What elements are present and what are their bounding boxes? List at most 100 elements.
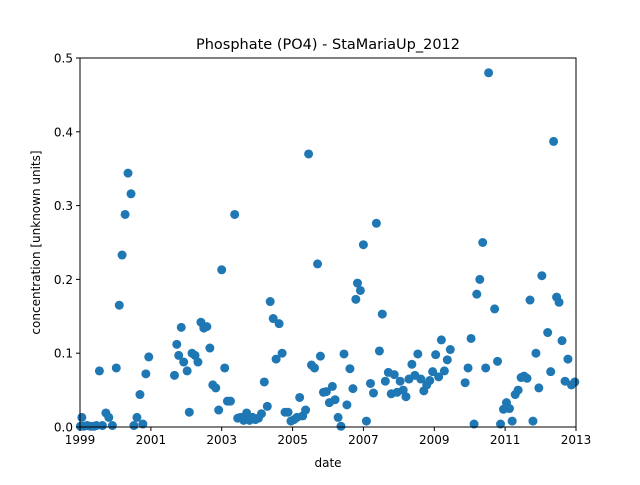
data-point	[528, 416, 538, 426]
data-point	[371, 218, 381, 228]
data-point	[531, 348, 541, 358]
x-tick-label: 2003	[206, 433, 237, 447]
y-tick-label: 0.3	[54, 199, 73, 213]
data-point	[277, 348, 287, 358]
data-point	[368, 388, 378, 398]
data-point	[295, 392, 305, 402]
data-point	[413, 349, 423, 359]
data-point	[355, 285, 365, 295]
data-point	[141, 369, 151, 379]
data-point	[205, 343, 215, 353]
chart-title: Phosphate (PO4) - StaMariaUp_2012	[196, 37, 460, 53]
data-point	[507, 416, 517, 426]
data-point	[262, 401, 272, 411]
data-point	[377, 309, 387, 319]
data-point	[442, 355, 452, 365]
data-point	[172, 339, 182, 349]
data-point	[469, 419, 479, 429]
data-point	[445, 345, 455, 355]
plot-frame	[79, 57, 577, 428]
data-point	[135, 390, 145, 400]
data-point	[120, 209, 130, 219]
data-point	[138, 419, 148, 429]
data-point	[211, 383, 221, 393]
data-point	[342, 400, 352, 410]
data-point	[345, 364, 355, 374]
data-point	[348, 384, 358, 394]
y-tick-label: 0.1	[54, 347, 73, 361]
data-point	[202, 322, 212, 332]
data-point	[522, 373, 532, 383]
data-point	[283, 407, 293, 417]
data-point	[416, 374, 426, 384]
data-point	[97, 421, 107, 431]
data-point	[380, 376, 390, 386]
data-point	[428, 367, 438, 377]
data-point	[104, 412, 114, 422]
data-point	[434, 372, 444, 382]
x-tick-label: 2005	[277, 433, 308, 447]
data-point	[193, 357, 203, 367]
data-point	[265, 297, 275, 307]
data-point	[481, 363, 491, 373]
x-axis: 1999 2001 2003 2005 2007 2009 2011 2013	[65, 427, 592, 447]
data-point	[321, 387, 331, 397]
data-point	[94, 366, 104, 376]
data-point	[315, 351, 325, 361]
data-point	[313, 259, 323, 269]
data-point	[466, 333, 476, 343]
data-point	[358, 240, 368, 250]
data-point	[256, 409, 266, 419]
data-point	[570, 377, 580, 387]
data-point	[304, 149, 314, 159]
data-point	[431, 350, 441, 360]
data-point	[401, 392, 411, 402]
data-point	[361, 416, 371, 426]
y-tick-label: 0.5	[54, 52, 73, 66]
data-point	[184, 407, 194, 417]
data-point	[77, 412, 87, 422]
data-point	[374, 346, 384, 356]
data-point	[472, 289, 482, 299]
data-point	[537, 271, 547, 281]
x-tick-label: 1999	[65, 433, 96, 447]
data-point	[301, 405, 311, 415]
y-axis: 0.0 0.1 0.2 0.3 0.4 0.5	[54, 52, 80, 435]
data-point	[111, 363, 121, 373]
data-point	[439, 366, 449, 376]
data-point	[436, 335, 446, 345]
data-point	[351, 294, 361, 304]
data-point	[407, 359, 417, 369]
data-point	[333, 412, 343, 422]
data-point	[123, 168, 133, 178]
data-point	[365, 378, 375, 388]
data-point	[214, 405, 224, 415]
data-point	[129, 421, 139, 431]
data-point	[271, 354, 281, 364]
data-point	[513, 385, 523, 395]
data-point	[478, 238, 488, 247]
data-point	[174, 350, 184, 360]
x-tick-label: 2013	[561, 433, 592, 447]
data-point	[114, 300, 124, 310]
data-point	[225, 396, 235, 406]
data-point	[274, 319, 284, 329]
data-point	[534, 383, 544, 393]
data-point	[546, 367, 556, 377]
data-point	[144, 352, 154, 362]
x-tick-label: 2007	[348, 433, 379, 447]
data-point	[169, 370, 179, 380]
data-point	[352, 278, 362, 288]
data-point	[117, 250, 127, 260]
x-tick-label: 2011	[490, 433, 521, 447]
data-point	[126, 189, 136, 199]
data-point	[463, 363, 473, 373]
data-point	[563, 354, 573, 364]
data-point	[504, 404, 514, 414]
data-point	[182, 366, 192, 376]
data-point	[330, 395, 340, 405]
data-point	[336, 421, 346, 431]
data-point	[339, 349, 349, 359]
x-axis-label: date	[314, 456, 341, 470]
